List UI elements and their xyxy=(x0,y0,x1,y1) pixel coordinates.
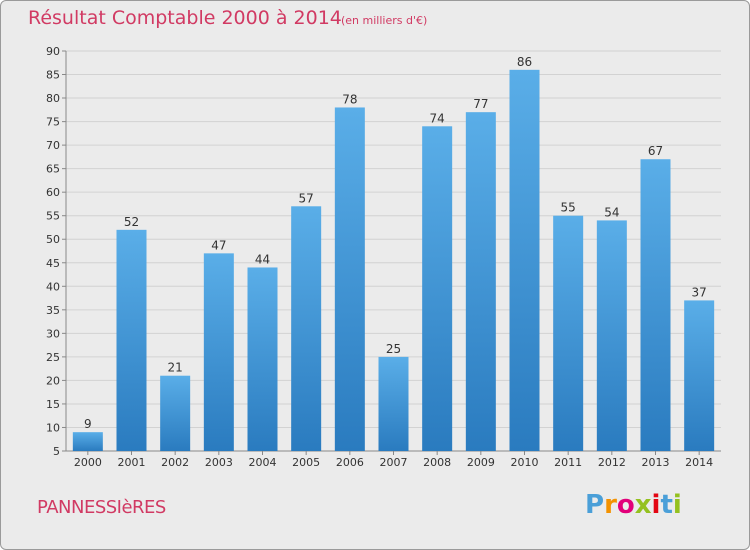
logo-letter: r xyxy=(604,490,617,520)
y-tick-label: 75 xyxy=(46,116,60,129)
x-tick-label: 2006 xyxy=(336,456,364,469)
proxiti-logo: Proxiti xyxy=(585,490,682,520)
y-tick-label: 35 xyxy=(46,304,60,317)
y-tick-label: 90 xyxy=(46,45,60,58)
data-label: 57 xyxy=(299,191,314,205)
x-tick-label: 2001 xyxy=(118,456,146,469)
x-tick-label: 2003 xyxy=(205,456,233,469)
data-label: 47 xyxy=(211,238,226,252)
bar xyxy=(160,375,191,451)
chart-subtitle: (en milliers d'€) xyxy=(341,14,428,27)
x-tick-label: 2009 xyxy=(467,456,495,469)
x-tick-label: 2007 xyxy=(380,456,408,469)
x-tick-label: 2012 xyxy=(598,456,626,469)
bar xyxy=(509,69,540,451)
x-tick-label: 2008 xyxy=(423,456,451,469)
y-tick-label: 20 xyxy=(46,374,60,387)
x-tick-label: 2010 xyxy=(511,456,539,469)
y-tick-label: 25 xyxy=(46,351,60,364)
logo-letter: o xyxy=(616,490,635,520)
logo-letter: i xyxy=(651,490,661,520)
bar xyxy=(553,215,584,451)
y-tick-label: 10 xyxy=(46,421,60,434)
bar xyxy=(72,432,103,451)
bar xyxy=(334,107,365,452)
data-label: 25 xyxy=(386,342,401,356)
data-label: 21 xyxy=(168,361,183,375)
y-tick-label: 55 xyxy=(46,210,60,223)
bar xyxy=(640,159,671,451)
bar xyxy=(116,229,147,451)
y-tick-label: 40 xyxy=(46,280,60,293)
data-label: 52 xyxy=(124,215,139,229)
logo-letter: t xyxy=(660,490,673,520)
y-tick-label: 30 xyxy=(46,327,60,340)
bar xyxy=(422,126,453,451)
chart-title: Résultat Comptable 2000 à 2014 xyxy=(28,7,342,29)
data-label: 86 xyxy=(517,55,532,69)
y-tick-label: 80 xyxy=(46,92,60,105)
y-tick-label: 65 xyxy=(46,163,60,176)
y-tick-label: 50 xyxy=(46,233,60,246)
x-tick-label: 2002 xyxy=(161,456,189,469)
data-label: 67 xyxy=(648,144,663,158)
y-tick-label: 15 xyxy=(46,398,60,411)
y-tick-label: 85 xyxy=(46,69,60,82)
x-tick-label: 2005 xyxy=(292,456,320,469)
bar xyxy=(291,206,322,451)
data-label: 77 xyxy=(473,97,488,111)
y-tick-label: 70 xyxy=(46,139,60,152)
bar xyxy=(596,220,627,451)
x-tick-label: 2000 xyxy=(74,456,102,469)
bar xyxy=(203,253,234,451)
data-label: 9 xyxy=(84,417,92,431)
bar xyxy=(247,267,278,451)
y-tick-label: 45 xyxy=(46,257,60,270)
data-label: 78 xyxy=(342,92,357,106)
logo-letter: x xyxy=(634,490,652,520)
logo-letter: P xyxy=(585,490,605,520)
logo-letter: i xyxy=(672,490,682,520)
bar xyxy=(684,300,715,451)
data-label: 44 xyxy=(255,252,270,266)
commune-name: PANNESSIèRES xyxy=(37,497,166,518)
data-label: 37 xyxy=(692,285,707,299)
x-tick-label: 2011 xyxy=(554,456,582,469)
data-label: 55 xyxy=(561,201,576,215)
x-tick-label: 2004 xyxy=(249,456,277,469)
x-tick-label: 2014 xyxy=(685,456,713,469)
bar xyxy=(465,112,496,452)
x-tick-label: 2013 xyxy=(642,456,670,469)
y-tick-label: 5 xyxy=(53,445,60,458)
y-tick-label: 60 xyxy=(46,186,60,199)
data-label: 74 xyxy=(430,111,445,125)
data-label: 54 xyxy=(604,205,619,219)
bar xyxy=(378,356,409,451)
